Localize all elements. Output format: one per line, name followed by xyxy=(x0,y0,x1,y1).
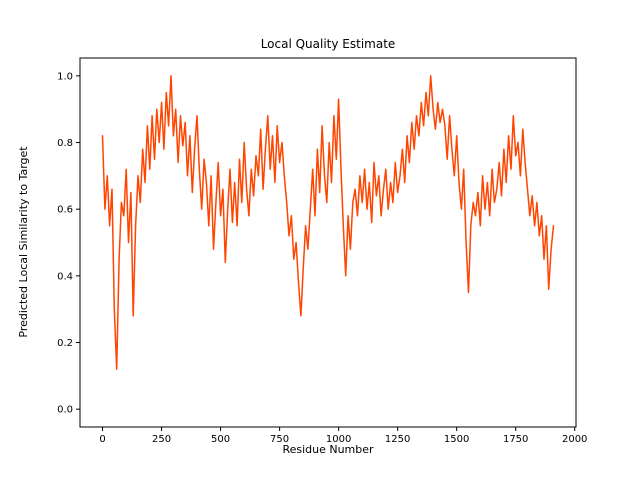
x-axis-label: Residue Number xyxy=(282,443,374,456)
y-tick-label: 0.4 xyxy=(57,271,73,282)
x-tick-label: 500 xyxy=(211,434,230,445)
x-tick-label: 1000 xyxy=(326,434,351,445)
y-tick-label: 0.8 xyxy=(57,138,73,149)
y-tick-label: 1.0 xyxy=(57,71,73,82)
x-tick-label: 750 xyxy=(270,434,289,445)
series-line xyxy=(101,75,555,370)
x-tick-label: 2000 xyxy=(562,434,587,445)
y-axis-label: Predicted Local Similarity to Target xyxy=(17,146,30,338)
y-tick-label: 0.2 xyxy=(57,338,73,349)
x-tick-label: 1750 xyxy=(503,434,528,445)
chart-title: Local Quality Estimate xyxy=(260,37,396,51)
x-tick-label: 250 xyxy=(152,434,171,445)
y-tick-label: 0.6 xyxy=(57,205,73,216)
plot-border xyxy=(79,57,577,428)
x-tick-label: 0 xyxy=(99,434,105,445)
y-tick-label: 0.0 xyxy=(57,405,73,416)
x-tick-label: 1500 xyxy=(444,434,469,445)
x-tick-label: 1250 xyxy=(385,434,410,445)
